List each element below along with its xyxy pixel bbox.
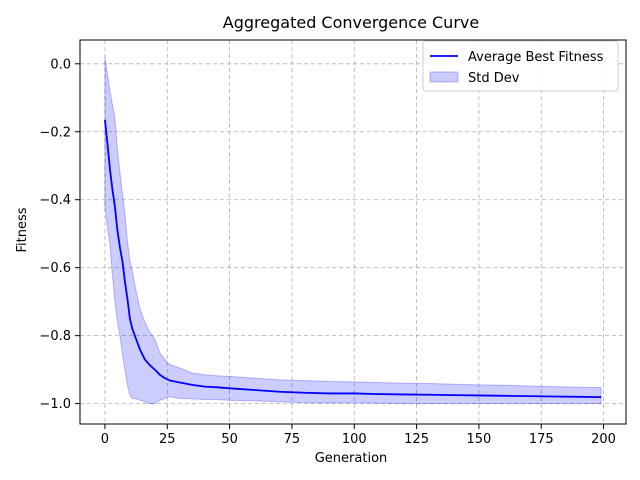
y-axis-ticks: 0.0 −0.2 −0.4 −0.6 −0.8 −1.0 [39, 57, 80, 412]
y-tick-label: −0.6 [39, 261, 71, 276]
x-tick-label: 200 [591, 432, 616, 447]
average-best-fitness-line [104, 119, 602, 399]
y-tick-label: −0.4 [39, 193, 71, 208]
y-tick-label: −0.2 [39, 125, 71, 140]
average-fitness-line-group [104, 119, 602, 399]
y-axis-label: Fitness [15, 207, 30, 252]
legend-label-average: Average Best Fitness [468, 50, 604, 65]
x-tick-label: 25 [159, 432, 176, 447]
x-axis-ticks: 0 25 50 75 100 125 150 175 200 [101, 424, 616, 447]
y-tick-label: −0.8 [39, 329, 71, 344]
x-axis-label: Generation [315, 451, 388, 466]
x-tick-label: 50 [221, 432, 238, 447]
x-tick-label: 125 [404, 432, 429, 447]
legend-box [422, 40, 619, 92]
legend: Average Best Fitness Std Dev [422, 40, 619, 92]
y-tick-label: 0.0 [50, 57, 71, 72]
axes-frame [79, 39, 627, 425]
chart-title: Aggregated Convergence Curve [223, 13, 479, 32]
x-tick-label: 0 [101, 432, 109, 447]
x-tick-label: 150 [466, 432, 491, 447]
grid [80, 40, 626, 424]
legend-label-stddev: Std Dev [468, 71, 520, 86]
x-tick-label: 175 [529, 432, 554, 447]
x-tick-label: 100 [342, 432, 367, 447]
y-tick-label: −1.0 [39, 397, 71, 412]
x-tick-label: 75 [284, 432, 301, 447]
legend-band-swatch [429, 71, 459, 83]
